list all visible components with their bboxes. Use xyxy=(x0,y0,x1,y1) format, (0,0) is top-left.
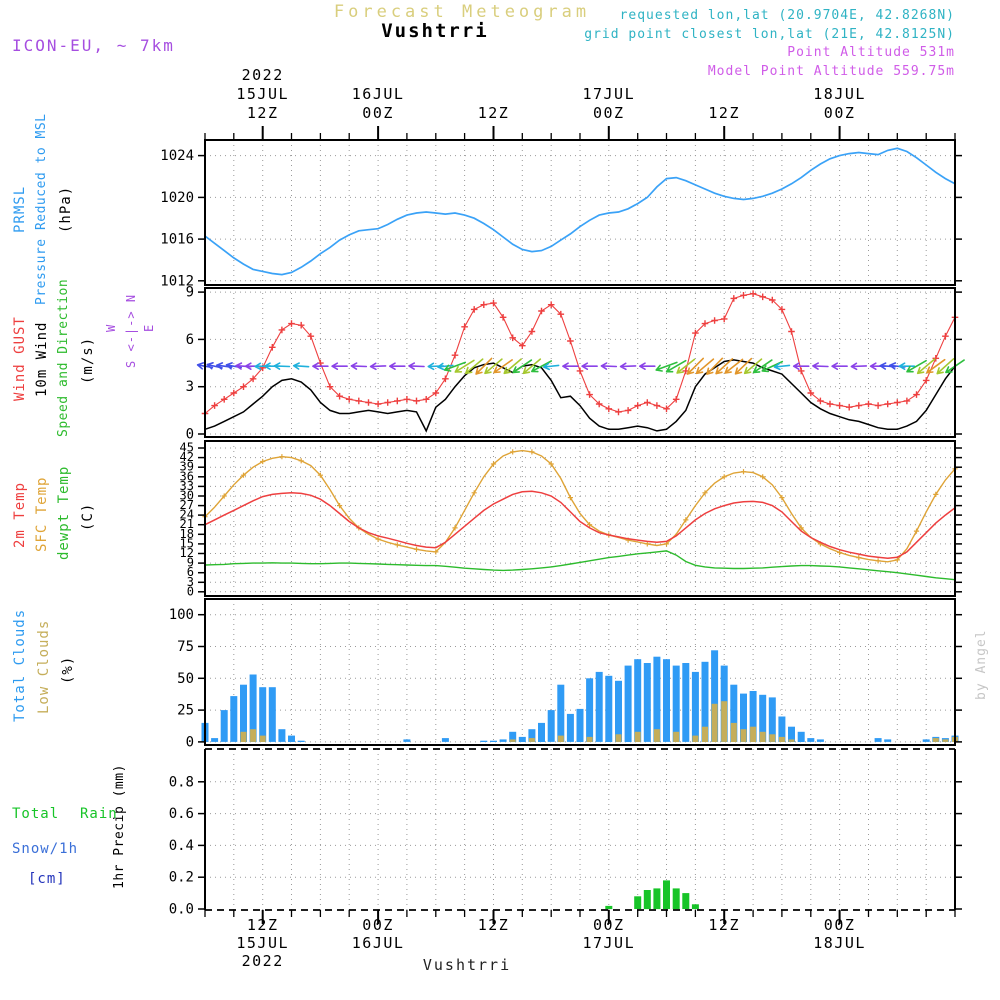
svg-text:00Z: 00Z xyxy=(362,104,394,122)
svg-text:00Z: 00Z xyxy=(362,916,394,934)
svg-text:12: 12 xyxy=(180,546,194,560)
svg-text:42: 42 xyxy=(180,450,194,464)
svg-text:0.6: 0.6 xyxy=(169,806,194,822)
precip-total-label: Total xyxy=(12,806,60,822)
svg-text:33: 33 xyxy=(180,479,194,493)
svg-text:15JUL: 15JUL xyxy=(236,934,289,952)
svg-text:18JUL: 18JUL xyxy=(813,85,866,103)
svg-text:2022: 2022 xyxy=(242,66,284,84)
svg-text:00Z: 00Z xyxy=(593,104,625,122)
svg-text:12Z: 12Z xyxy=(247,916,279,934)
svg-text:6: 6 xyxy=(186,332,194,348)
svg-text:75: 75 xyxy=(177,639,194,655)
svg-text:0: 0 xyxy=(187,584,194,598)
rain-bars xyxy=(605,880,699,910)
svg-text:39: 39 xyxy=(180,460,194,474)
svg-text:00Z: 00Z xyxy=(824,916,856,934)
svg-text:2022: 2022 xyxy=(242,952,284,970)
svg-text:9: 9 xyxy=(186,285,194,301)
dewpoint-line xyxy=(204,550,956,581)
total-cloud-bars xyxy=(201,650,959,742)
model-label: ICON-EU, ~ 7km xyxy=(12,36,175,55)
svg-text:00Z: 00Z xyxy=(593,916,625,934)
page-title: Forecast Meteogram xyxy=(333,2,591,22)
grid-lines xyxy=(205,140,955,910)
precip-rain-label: Rain xyxy=(80,806,118,822)
svg-text:30: 30 xyxy=(180,489,194,503)
axes-labels: 1012101610201024036903691215182124273033… xyxy=(160,66,866,970)
svg-text:00Z: 00Z xyxy=(824,104,856,122)
svg-text:6: 6 xyxy=(187,565,194,579)
svg-text:100: 100 xyxy=(169,607,194,623)
watermark: by Angel xyxy=(974,629,989,700)
svg-text:1012: 1012 xyxy=(160,273,194,289)
svg-text:0.0: 0.0 xyxy=(169,902,194,918)
point-altitude: Point Altitude 531m xyxy=(787,45,955,60)
svg-text:1024: 1024 xyxy=(160,148,194,164)
t2m-line xyxy=(204,490,956,560)
low-cloud-bars xyxy=(240,701,958,742)
svg-text:50: 50 xyxy=(177,671,194,687)
svg-text:1016: 1016 xyxy=(160,232,194,248)
svg-text:0.2: 0.2 xyxy=(169,870,194,886)
svg-text:12Z: 12Z xyxy=(247,104,279,122)
svg-text:15: 15 xyxy=(180,536,194,550)
svg-text:9: 9 xyxy=(187,556,194,570)
svg-text:36: 36 xyxy=(180,469,194,483)
svg-text:0: 0 xyxy=(186,734,194,750)
svg-text:18JUL: 18JUL xyxy=(813,934,866,952)
svg-text:17JUL: 17JUL xyxy=(582,85,635,103)
svg-text:12Z: 12Z xyxy=(478,916,510,934)
pressure-line xyxy=(204,147,956,276)
footer-station-name: Vushtrri xyxy=(422,956,512,974)
precip-cm-label: [cm] xyxy=(28,871,66,887)
svg-text:12Z: 12Z xyxy=(708,104,740,122)
precip-snow-label: Snow/1h xyxy=(12,841,79,857)
svg-text:0.4: 0.4 xyxy=(169,838,194,854)
svg-text:12Z: 12Z xyxy=(708,916,740,934)
svg-text:21: 21 xyxy=(180,517,194,531)
svg-text:17JUL: 17JUL xyxy=(582,934,635,952)
grid-point-coords: grid point closest lon,lat (21E, 42.8125… xyxy=(584,26,955,42)
svg-text:24: 24 xyxy=(180,508,194,522)
wind-speed-line xyxy=(204,359,956,433)
svg-text:16JUL: 16JUL xyxy=(352,85,405,103)
svg-text:0: 0 xyxy=(186,427,194,443)
panel-frames xyxy=(198,126,962,924)
wind-direction-arrows xyxy=(196,357,965,375)
svg-text:1020: 1020 xyxy=(160,190,194,206)
svg-text:25: 25 xyxy=(177,703,194,719)
station-title: Vushtrri xyxy=(381,20,489,42)
svg-text:18: 18 xyxy=(180,527,194,541)
requested-coords: requested lon,lat (20.9704E, 42.8268N) xyxy=(619,8,955,23)
series-layer xyxy=(196,147,965,910)
svg-text:16JUL: 16JUL xyxy=(352,934,405,952)
svg-text:45: 45 xyxy=(180,441,194,455)
svg-text:3: 3 xyxy=(186,379,194,395)
svg-text:3: 3 xyxy=(187,575,194,589)
svg-text:15JUL: 15JUL xyxy=(236,85,289,103)
svg-text:0.8: 0.8 xyxy=(169,774,194,790)
svg-text:27: 27 xyxy=(180,498,194,512)
header-coords-block: requested lon,lat (20.9704E, 42.8268N) g… xyxy=(584,7,955,81)
sfc-temp-line xyxy=(204,449,956,563)
svg-text:12Z: 12Z xyxy=(478,104,510,122)
model-point-altitude: Model Point Altitude 559.75m xyxy=(707,63,955,79)
